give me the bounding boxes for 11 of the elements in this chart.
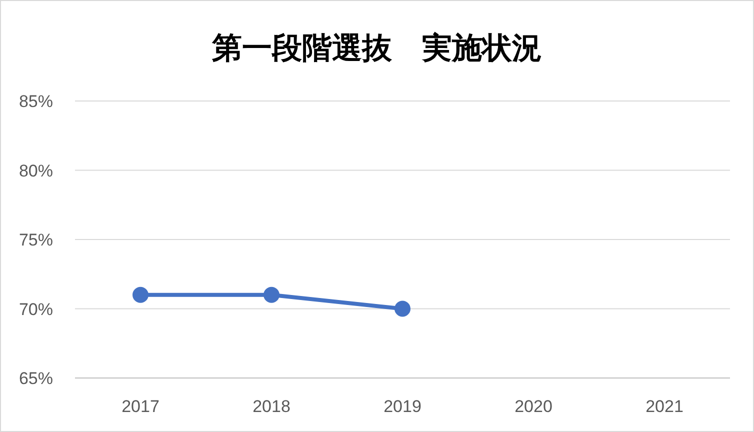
y-tick-label: 75% (18, 230, 53, 250)
chart-title: 第一段階選抜 実施状況 (211, 31, 542, 65)
x-tick-label: 2020 (514, 397, 552, 416)
x-tick-label: 2018 (252, 397, 290, 416)
y-tick-label: 65% (18, 369, 53, 388)
y-tick-label: 70% (18, 300, 53, 319)
x-tick-label: 2017 (122, 397, 160, 416)
x-tick-label: 2019 (384, 397, 422, 416)
x-tick-label: 2021 (646, 397, 684, 416)
y-tick-label: 85% (18, 92, 53, 111)
y-tick-label: 80% (18, 161, 53, 180)
